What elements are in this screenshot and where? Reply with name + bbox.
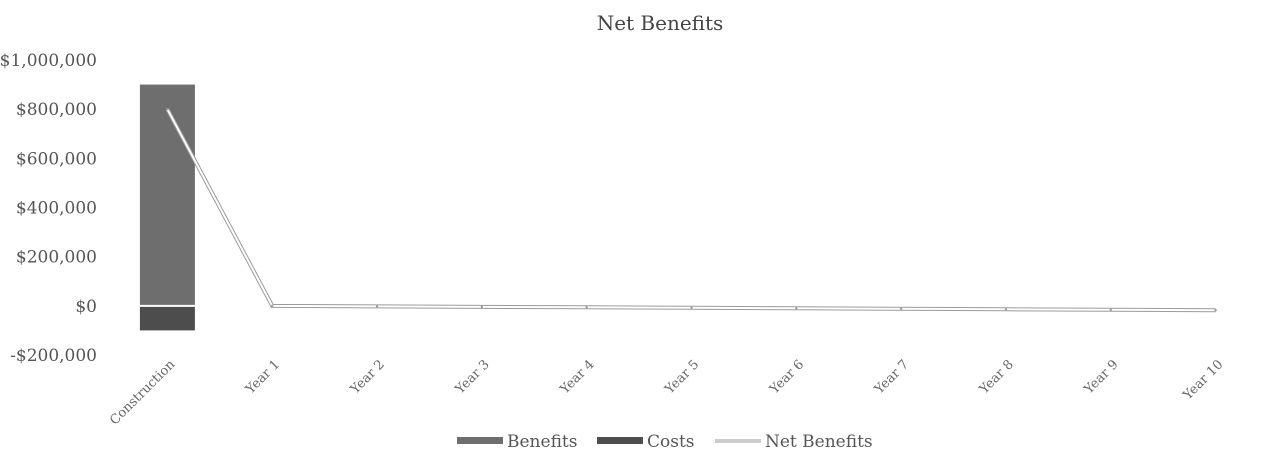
net-benefits-point — [585, 306, 588, 309]
legend: Benefits Costs Net Benefits — [457, 432, 873, 452]
x-tick-label: Year 4 — [557, 357, 598, 398]
legend-label: Benefits — [507, 432, 577, 452]
net-benefits-point — [899, 307, 903, 310]
net-benefits-line-path — [166, 108, 1216, 312]
net-benefits-point — [795, 307, 798, 310]
x-tick-label: Year 8 — [976, 357, 1017, 398]
net-benefits-point — [1214, 309, 1217, 312]
net-benefits-point — [375, 305, 379, 308]
x-tick-label: Construction — [107, 357, 179, 429]
x-tick-label: Year 7 — [871, 357, 912, 398]
y-axis: $1,000,000 $800,000 $600,000 $400,000 $200,0… — [0, 51, 97, 366]
x-tick-label: Year 9 — [1081, 357, 1122, 398]
x-axis: Construction Year 1 Year 2 Year 3 Year 4 Year… — [107, 357, 1226, 429]
net-benefits-point — [1109, 308, 1112, 311]
net-benefits-point — [480, 305, 484, 309]
legend-label: Net Benefits — [765, 432, 873, 452]
x-tick-label: Year 10 — [1180, 357, 1227, 404]
legend-item: Net Benefits — [715, 432, 873, 452]
y-tick-label: $1,000,000 — [0, 51, 97, 71]
x-tick-label: Year 1 — [242, 357, 283, 398]
y-tick-label: $400,000 — [16, 199, 97, 219]
legend-swatch — [457, 437, 503, 444]
costs-bar — [139, 305, 195, 331]
bars — [139, 84, 195, 331]
y-tick-label: $0 — [75, 297, 97, 317]
x-tick-label: Year 2 — [347, 357, 388, 398]
net-benefits-point — [1004, 308, 1008, 311]
net-benefits-line — [165, 107, 1217, 313]
legend-item: Benefits — [457, 432, 577, 452]
x-tick-label: Year 5 — [662, 357, 703, 398]
x-tick-label: Year 3 — [452, 357, 493, 398]
y-tick-label: $200,000 — [16, 248, 97, 268]
legend-swatch — [597, 437, 643, 444]
net-benefits-line-outline — [165, 108, 1216, 313]
y-tick-label: -$200,000 — [10, 346, 97, 366]
x-tick-label: Year 6 — [766, 357, 807, 398]
chart-title: Net Benefits — [597, 11, 724, 35]
legend-item: Costs — [597, 432, 695, 452]
benefits-bar — [139, 84, 195, 306]
legend-label: Costs — [647, 432, 695, 452]
net-benefits-point — [690, 306, 693, 309]
net-benefits-point — [166, 107, 169, 111]
y-tick-label: $800,000 — [16, 100, 97, 120]
net-benefits-point — [271, 304, 274, 308]
y-tick-label: $600,000 — [16, 149, 97, 169]
